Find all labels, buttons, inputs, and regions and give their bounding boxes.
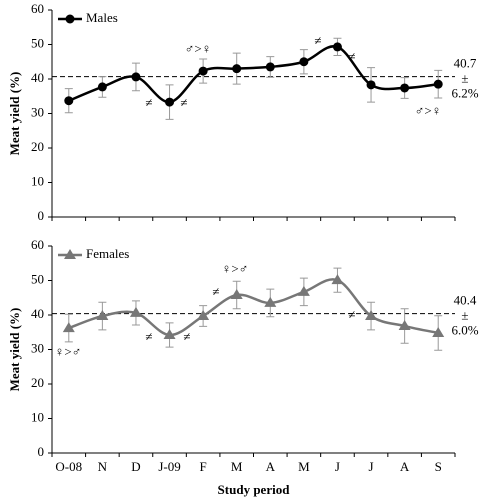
legend-label: Males [86,10,118,25]
annotation: ≠ [212,284,219,299]
annotation: ♀>♂ [222,261,249,276]
point [131,72,141,82]
point [198,66,208,76]
y-tick-label: 0 [38,208,45,223]
x-tick-label: A [400,459,410,474]
mean-annotation: ± [461,308,468,323]
mean-annotation: 40.4 [454,293,477,308]
point [297,285,310,296]
point [366,80,376,90]
annotation: ≠ [348,307,355,322]
annotation: ♀>♂ [55,344,82,359]
mean-annotation: 40.7 [454,56,477,71]
point [400,83,410,93]
y-tick-label: 20 [31,139,44,154]
point [64,96,74,106]
y-tick-label: 60 [31,237,44,252]
x-tick-label: N [98,459,108,474]
x-tick-label: J [335,459,340,474]
x-axis-label: Study period [218,482,291,497]
point [62,322,75,333]
point [197,310,210,321]
point [129,306,142,317]
point [398,320,411,331]
point [97,82,107,92]
y-tick-label: 50 [31,271,44,286]
legend-marker [64,249,76,259]
annotation: ≠ [183,329,190,344]
y-tick-label: 10 [31,173,44,188]
series-line [68,278,439,337]
annotation: ♂>♀ [185,41,212,56]
y-tick-label: 0 [38,444,45,459]
y-axis-label: Meat yield (%) [7,72,22,156]
annotation: ♂>♀ [415,103,442,118]
point [331,274,344,285]
x-tick-label: D [131,459,140,474]
mean-annotation: 6.2% [451,86,478,101]
y-tick-label: 40 [31,70,44,85]
point [332,42,342,52]
annotation: ≠ [145,95,152,110]
y-tick-label: 60 [31,1,44,16]
legend-marker [65,14,75,24]
x-tick-label: M [231,459,243,474]
mean-annotation: 6.0% [451,323,478,338]
point [165,97,175,107]
point [264,296,277,307]
legend-label: Females [86,246,129,261]
y-tick-label: 30 [31,340,44,355]
annotation: ≠ [180,95,187,110]
y-axis-label: Meat yield (%) [7,308,22,392]
mean-annotation: ± [461,71,468,86]
point [365,310,378,321]
y-tick-label: 20 [31,375,44,390]
annotation: ≠ [348,49,355,64]
point [96,310,109,321]
x-tick-label: J [369,459,374,474]
y-tick-label: 40 [31,306,44,321]
point [265,62,275,72]
x-tick-label: S [435,459,442,474]
x-tick-label: M [298,459,310,474]
point [163,329,176,340]
x-tick-label: J-09 [158,459,180,474]
point [230,288,243,299]
annotation: ≠ [145,329,152,344]
point [232,64,242,74]
y-tick-label: 30 [31,104,44,119]
point [432,326,445,337]
point [299,57,309,67]
x-tick-label: A [266,459,276,474]
point [433,79,443,89]
y-tick-label: 50 [31,35,44,50]
y-tick-label: 10 [31,409,44,424]
x-tick-label: F [200,459,207,474]
series-line [68,45,439,104]
annotation: ≠ [314,33,321,48]
x-tick-label: O-08 [55,459,82,474]
